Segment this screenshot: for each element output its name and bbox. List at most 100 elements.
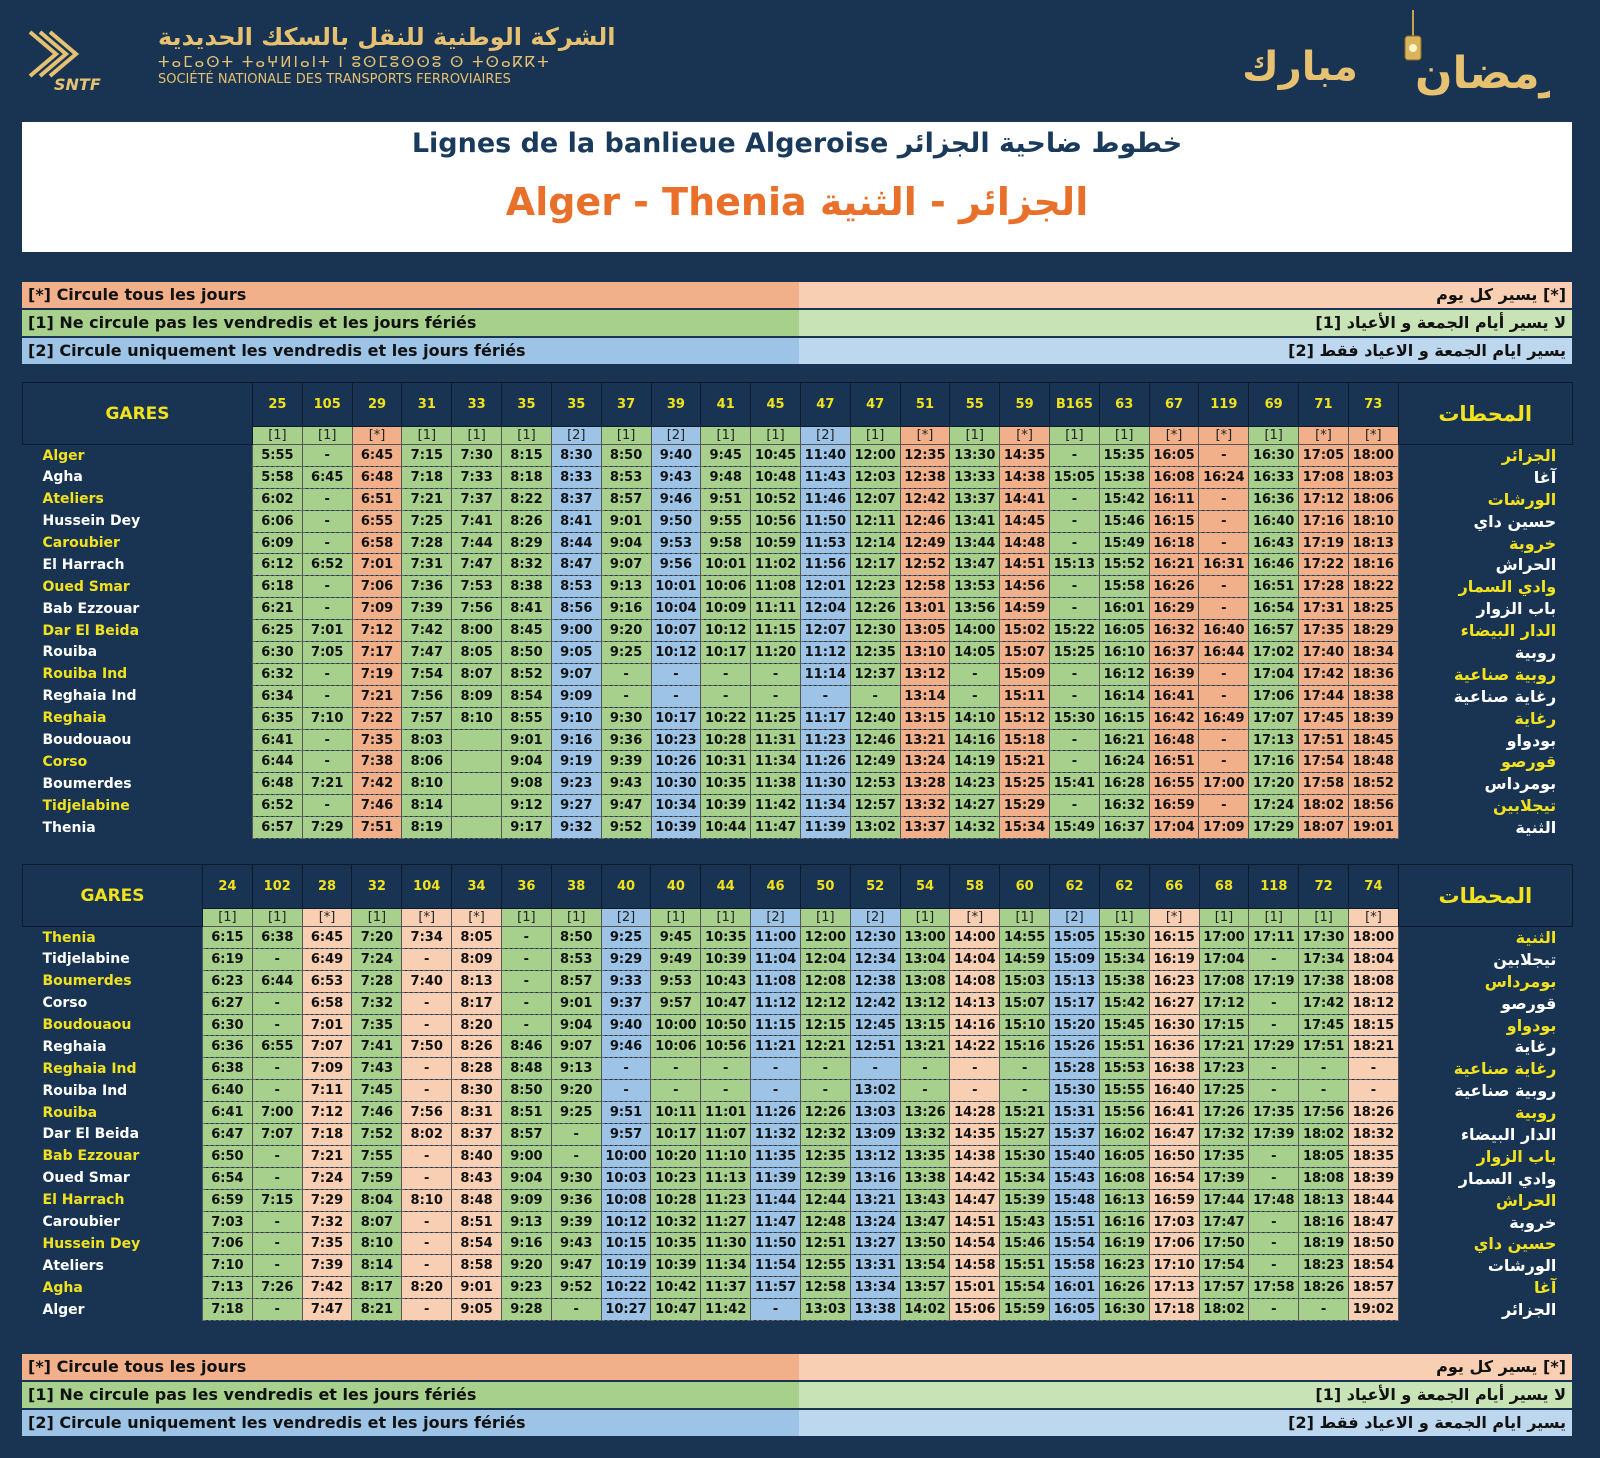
departure-time: -: [1248, 1298, 1300, 1322]
departure-time: 10:47: [650, 1298, 702, 1322]
departure-time: 14:28: [949, 1101, 1001, 1125]
departure-time: 16:01: [1049, 1276, 1100, 1300]
departure-time: -: [500, 948, 552, 971]
departure-time: 15:34: [999, 1167, 1051, 1190]
departure-time: -: [1248, 1057, 1300, 1081]
table-row: Rouiba 6:41 7:00 7:12 7:46 7:56 8:31 8:51 9:25 9:…: [22, 1101, 1573, 1125]
departure-time: 15:51: [1049, 1211, 1100, 1234]
departure-time: 8:50: [501, 641, 552, 664]
departure-time: 14:27: [949, 794, 1001, 818]
departure-time: 14:38: [949, 1145, 1001, 1168]
regime-code: [1]: [650, 908, 702, 927]
regime-code: [*]: [1347, 426, 1399, 445]
departure-time: 11:34: [750, 750, 801, 774]
departure-time: -: [1248, 948, 1300, 971]
departure-time: 11:46: [799, 488, 851, 511]
departure-time: 13:04: [899, 948, 951, 971]
departure-time: -: [1198, 510, 1250, 533]
departure-time: [451, 750, 503, 774]
departure-time: 14:48: [999, 532, 1050, 555]
regime-code: [1]: [501, 426, 552, 445]
departure-time: 16:50: [1148, 1145, 1200, 1168]
departure-time: 8:21: [351, 1298, 403, 1322]
departure-time: 17:29: [1248, 1035, 1300, 1059]
departure-time: 17:18: [1148, 1298, 1200, 1322]
departure-time: 9:39: [550, 1211, 602, 1234]
departure-time: 15:49: [1049, 816, 1100, 840]
legend-ar: يسير ايام الجمعة و الاعياد فقط [2]: [799, 1410, 1572, 1436]
departure-time: 8:03: [401, 729, 453, 752]
legend-fr: [*] Circule tous les jours: [22, 282, 799, 308]
departure-time: 10:23: [650, 729, 702, 752]
legend-fr: [*] Circule tous les jours: [22, 1354, 799, 1380]
departure-time: 18:21: [1348, 1035, 1399, 1059]
departure-time: -: [500, 926, 552, 949]
departure-time: 18:08: [1348, 970, 1399, 993]
departure-time: 10:39: [650, 1254, 702, 1278]
title-route: Alger - Thenia الجزائر - الثنية: [505, 180, 1089, 224]
departure-time: 7:26: [251, 1276, 303, 1300]
station-name-fr: Caroubier: [22, 532, 253, 554]
departure-time: 16:44: [1198, 641, 1250, 664]
departure-time: 14:00: [949, 619, 1001, 643]
departure-time: 14:54: [949, 1232, 1001, 1256]
departure-time: 18:26: [1298, 1276, 1350, 1300]
station-name-fr: Boudouaou: [22, 1014, 203, 1036]
departure-time: 16:11: [1148, 488, 1200, 511]
departure-time: 15:27: [999, 1123, 1051, 1146]
departure-time: 7:44: [451, 532, 503, 555]
departure-time: 16:36: [1248, 488, 1300, 511]
departure-time: 18:08: [1298, 1167, 1350, 1190]
departure-time: 8:53: [550, 948, 602, 971]
departure-time: 13:09: [849, 1123, 901, 1146]
table-row: Ateliers 7:10-7:39 8:14-8:58 9:20 9:47 10:19 1…: [22, 1254, 1573, 1278]
station-name-fr: Agha: [22, 466, 253, 489]
departure-time: 17:20: [1248, 772, 1300, 796]
departure-time: 9:20: [550, 1079, 602, 1103]
departure-time: 8:20: [451, 1014, 502, 1037]
departure-time: -: [1248, 1232, 1300, 1256]
station-name-fr: Agha: [22, 1276, 203, 1299]
departure-time: 17:35: [1198, 1145, 1250, 1168]
station-name-fr: Corso: [22, 992, 203, 1015]
departure-time: 6:49: [301, 948, 353, 971]
departure-time: 17:22: [1298, 553, 1349, 577]
departure-time: 7:15: [251, 1189, 303, 1212]
departure-time: 12:38: [849, 970, 901, 993]
departure-time: 14:22: [949, 1035, 1001, 1059]
departure-time: 9:00: [500, 1145, 552, 1168]
departure-time: 14:23: [949, 772, 1001, 796]
departure-time: 13:26: [899, 1101, 951, 1125]
departure-time: 10:17: [700, 641, 752, 664]
train-number: 38: [550, 864, 602, 909]
departure-time: -: [1248, 1014, 1300, 1037]
departure-time: 11:10: [700, 1145, 752, 1168]
departure-time: 9:05: [550, 641, 602, 664]
departure-time: 14:38: [999, 466, 1050, 489]
departure-time: -: [1198, 794, 1250, 818]
departure-time: 13:15: [899, 707, 951, 730]
station-name-ar: وادي السمار: [1398, 1167, 1573, 1190]
departure-time: 10:06: [700, 575, 752, 599]
station-name-ar: بودواو: [1398, 729, 1573, 751]
departure-time: 9:56: [650, 553, 702, 577]
departure-time: 12:00: [849, 444, 901, 467]
departure-time: 11:15: [750, 619, 801, 643]
departure-time: 11:12: [750, 992, 801, 1015]
departure-time: 9:00: [550, 619, 602, 643]
train-number: 47: [799, 382, 851, 427]
departure-time: 8:26: [451, 1035, 502, 1059]
table-row: Ateliers 6:02-6:51 7:21 7:37 8:22 8:37 8:57 9:4…: [22, 488, 1573, 511]
departure-time: 16:19: [1148, 948, 1200, 971]
departure-time: -: [600, 663, 652, 686]
departure-time: 9:01: [451, 1276, 502, 1300]
departure-time: 15:54: [999, 1276, 1051, 1300]
departure-time: 17:29: [1248, 816, 1300, 840]
departure-time: 15:31: [1049, 1101, 1100, 1125]
departure-time: 10:00: [650, 1014, 702, 1037]
departure-time: -: [899, 1057, 951, 1081]
departure-time: 17:07: [1248, 707, 1300, 730]
departure-time: 9:17: [501, 816, 552, 840]
station-name-fr: El Harrach: [22, 1189, 203, 1212]
departure-time: 12:26: [799, 1101, 851, 1125]
